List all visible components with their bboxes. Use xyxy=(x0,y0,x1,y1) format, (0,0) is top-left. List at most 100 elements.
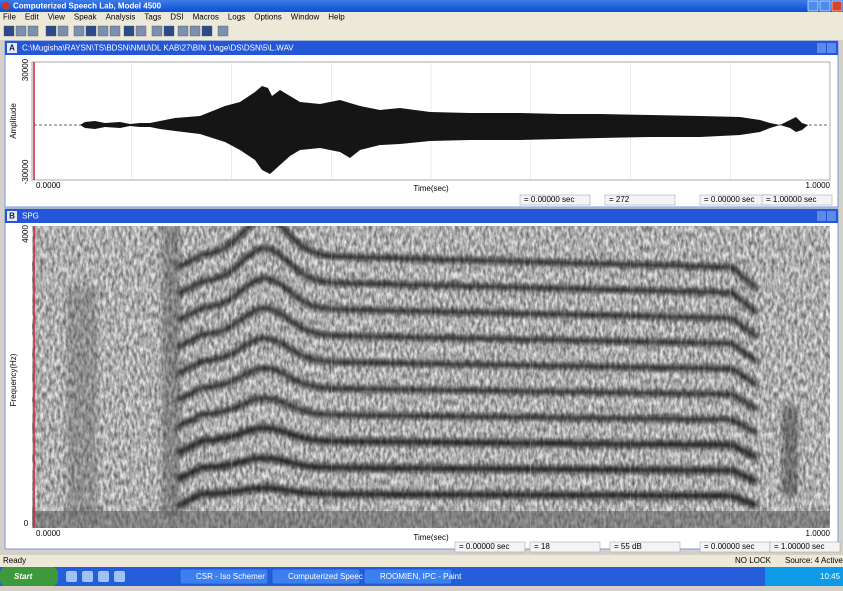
y-top: 4000 xyxy=(21,225,30,243)
toolbar-button[interactable] xyxy=(45,25,57,37)
menu-bar xyxy=(0,12,843,22)
harmonic-band xyxy=(175,305,759,364)
maximize[interactable] xyxy=(819,0,831,12)
menu-item[interactable]: File xyxy=(3,13,16,22)
toolbar-button[interactable] xyxy=(15,25,27,37)
task-label: ROOMIEN, IPC - Paint xyxy=(380,572,462,581)
window-b-badge xyxy=(7,211,17,221)
menu-item[interactable]: Logs xyxy=(228,13,245,22)
toolbar-button[interactable] xyxy=(123,25,135,37)
app-icon xyxy=(2,2,10,10)
harmonic-band xyxy=(175,275,759,340)
toolbar-button[interactable] xyxy=(135,25,147,37)
status-field xyxy=(529,541,601,553)
status-field xyxy=(609,541,681,553)
status-field xyxy=(769,541,841,553)
status-field xyxy=(454,541,526,553)
status-bar xyxy=(0,555,843,567)
task-button[interactable] xyxy=(179,568,269,585)
toolbar-button[interactable] xyxy=(217,25,229,37)
status-field xyxy=(519,194,591,206)
window-a-max[interactable] xyxy=(827,43,836,53)
toolbar-button[interactable] xyxy=(151,25,163,37)
menu-item[interactable]: Tags xyxy=(144,13,161,22)
quick-launch[interactable] xyxy=(82,571,93,582)
y-axis-label: Amplitude xyxy=(9,103,18,139)
menu-item[interactable]: Options xyxy=(254,13,282,22)
menu-item[interactable]: View xyxy=(48,13,65,22)
clock: 10:45 xyxy=(820,572,841,581)
x-axis-label: Time(sec) xyxy=(413,184,449,193)
menu-item[interactable]: Window xyxy=(291,13,320,22)
window-a-letter: A xyxy=(9,44,15,53)
start-button[interactable] xyxy=(0,567,58,586)
x-axis-label: Time(sec) xyxy=(413,533,449,542)
window-a-title: C:\Mugisha\RAYSN\TS\BDSN\NMU\DL KAB\27\B… xyxy=(22,44,294,53)
menu-item[interactable]: Speak xyxy=(74,13,98,22)
quick-launch[interactable] xyxy=(114,571,125,582)
tray xyxy=(765,567,843,586)
status-field xyxy=(604,194,676,206)
menu-item[interactable]: Edit xyxy=(25,13,40,22)
toolbar-button[interactable] xyxy=(85,25,97,37)
y-axis-label: Frequency(Hz) xyxy=(9,353,18,406)
window-b-title: SPG xyxy=(22,212,39,221)
window-b-title-bar xyxy=(5,209,838,223)
toolbar-button[interactable] xyxy=(189,25,201,37)
status-value: = 55 dB xyxy=(614,542,642,551)
offset-noise xyxy=(782,406,798,496)
y-bottom: 0 xyxy=(24,519,29,528)
menu-item[interactable]: DSI xyxy=(170,13,183,22)
window-a-title-bar xyxy=(5,41,838,55)
window-a-min[interactable] xyxy=(817,43,826,53)
title-bar xyxy=(0,0,843,12)
toolbar-button[interactable] xyxy=(3,25,15,37)
close[interactable] xyxy=(831,0,843,12)
task-button[interactable] xyxy=(363,568,453,585)
toolbar-button[interactable] xyxy=(163,25,175,37)
task-button[interactable] xyxy=(271,568,361,585)
toolbar-button[interactable] xyxy=(201,25,213,37)
harmonic-band xyxy=(175,424,759,461)
window-b-min[interactable] xyxy=(817,211,826,221)
y-bottom: -30000 xyxy=(21,159,30,184)
window-b-max[interactable] xyxy=(827,211,836,221)
status-value: = 1.00000 sec xyxy=(774,542,824,551)
status-value: = 0.00000 sec xyxy=(704,195,754,204)
harmonic-band xyxy=(175,395,759,437)
status-field xyxy=(761,194,833,206)
toolbar-button[interactable] xyxy=(27,25,39,37)
menu-item[interactable]: Analysis xyxy=(106,13,136,22)
x-end: 1.0000 xyxy=(806,181,831,190)
toolbar-button[interactable] xyxy=(177,25,189,37)
status-text: Ready xyxy=(3,556,26,565)
harmonic-band xyxy=(175,484,759,510)
status-value: = 0.00000 sec xyxy=(704,542,754,551)
window-b-letter: B xyxy=(9,212,15,221)
toolbar-button[interactable] xyxy=(109,25,121,37)
harmonic-band xyxy=(175,245,759,316)
x-end: 1.0000 xyxy=(806,529,831,538)
menu-item[interactable]: Help xyxy=(328,13,345,22)
x-start: 0.0000 xyxy=(36,181,61,190)
app-title: Computerized Speech Lab, Model 4500 xyxy=(13,2,162,11)
toolbar-button[interactable] xyxy=(57,25,69,37)
menu-item[interactable]: Macros xyxy=(193,13,219,22)
waveform xyxy=(80,86,808,174)
y-top: 30000 xyxy=(21,58,30,81)
task-label: Computerized Speec... xyxy=(288,572,369,581)
status-value: = 0.00000 sec xyxy=(524,195,574,204)
onset-burst xyxy=(162,226,180,516)
quick-launch[interactable] xyxy=(66,571,77,582)
harmonic-band xyxy=(175,365,759,412)
status-value: = 272 xyxy=(609,195,630,204)
task-label: CSR - Iso Schemer xyxy=(196,572,265,581)
quick-launch[interactable] xyxy=(98,571,109,582)
x-start: 0.0000 xyxy=(36,529,61,538)
status-right: NO LOCK xyxy=(735,556,772,565)
harmonic-band xyxy=(175,226,759,292)
toolbar-button[interactable] xyxy=(97,25,109,37)
minimize[interactable] xyxy=(807,0,819,12)
toolbar-button[interactable] xyxy=(73,25,85,37)
left-noise xyxy=(67,286,97,516)
